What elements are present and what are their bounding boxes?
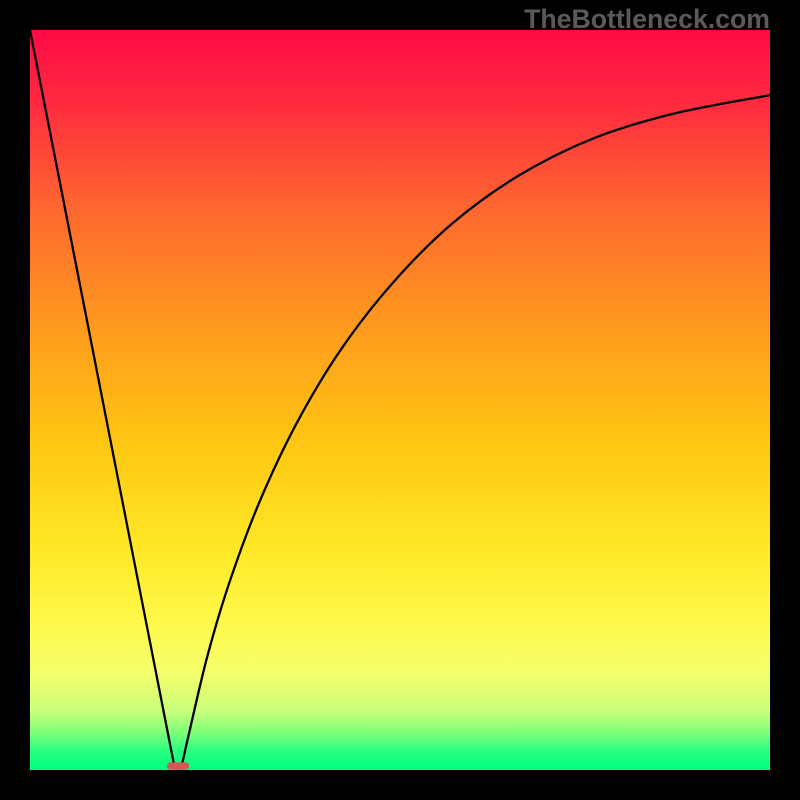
plot-area xyxy=(30,30,770,770)
figure-container: TheBottleneck.com xyxy=(0,0,800,800)
optimal-marker xyxy=(30,30,770,770)
